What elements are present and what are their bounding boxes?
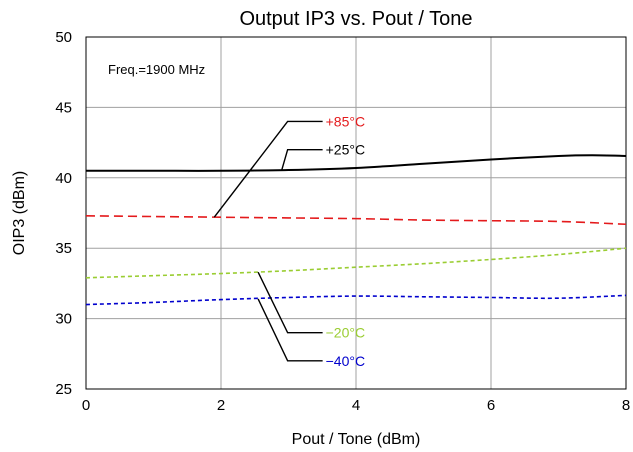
y-axis-label: OIP3 (dBm) <box>11 171 28 255</box>
chart-title: Output IP3 vs. Pout / Tone <box>239 8 472 30</box>
plot-area-border <box>85 36 627 390</box>
frequency-annotation: Freq.=1900 MHz <box>108 62 205 77</box>
series-line-2 <box>85 247 627 279</box>
series-label: −20°C <box>326 325 365 341</box>
x-tick-label: 2 <box>217 397 225 414</box>
grid <box>86 37 626 389</box>
tick-labels: 0 2 4 6 8 25 30 35 40 45 50 <box>55 29 630 414</box>
x-tick-label: 8 <box>622 397 630 414</box>
callout-group: +85°C +25°C −20°C −40°C <box>213 113 365 369</box>
x-tick-label: 0 <box>82 397 90 414</box>
callout-leader <box>257 298 323 362</box>
series-line-1 <box>86 154 627 172</box>
y-tick-label: 45 <box>55 99 72 116</box>
series-label: +25°C <box>326 142 365 158</box>
y-tick-label: 30 <box>55 311 72 328</box>
x-tick-label: 4 <box>352 397 360 414</box>
series-label: −40°C <box>326 353 365 369</box>
x-axis-label: Pout / Tone (dBm) <box>292 431 421 448</box>
series-line-3 <box>85 294 627 306</box>
series-line-0 <box>85 215 627 226</box>
y-tick-label: 35 <box>55 240 72 257</box>
series-label: +85°C <box>326 113 365 129</box>
callout-leader <box>281 148 323 171</box>
series-group <box>85 154 627 306</box>
callout-leader <box>213 120 323 218</box>
y-tick-label: 50 <box>55 29 72 46</box>
y-tick-label: 25 <box>55 381 72 398</box>
callout-leader <box>257 271 323 334</box>
y-tick-label: 40 <box>55 170 72 187</box>
x-tick-label: 6 <box>487 397 495 414</box>
